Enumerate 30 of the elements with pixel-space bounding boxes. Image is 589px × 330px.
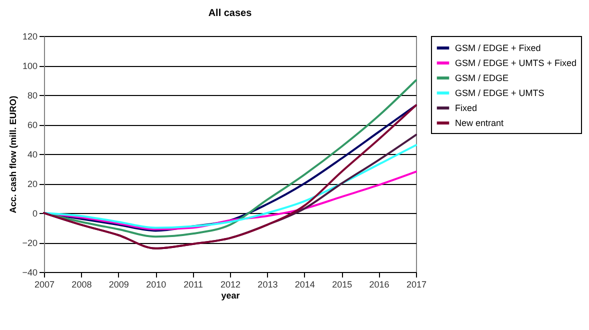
x-tick-label: 2013: [258, 280, 278, 290]
x-tick-label: 2011: [184, 280, 203, 290]
y-tick-label: 120: [22, 32, 38, 42]
y-axis-title: Acc. cash flow (mill. EURO): [8, 96, 18, 214]
x-tick-label: 2007: [34, 280, 55, 290]
x-tick-label: 2017: [406, 280, 427, 290]
legend-label: GSM / EDGE + UMTS + Fixed: [455, 58, 577, 68]
x-tick-label: 2008: [72, 280, 92, 290]
chart-title: All cases: [208, 8, 252, 19]
y-tick-label: −20: [22, 238, 38, 248]
y-tick-label: −40: [22, 268, 38, 278]
y-tick-label: 80: [27, 90, 38, 100]
legend-label: GSM / EDGE + Fixed: [455, 43, 541, 53]
y-tick-label: 40: [27, 150, 38, 160]
y-tick-label: 20: [27, 179, 38, 189]
x-tick-label: 2012: [220, 280, 241, 290]
legend-label: GSM / EDGE: [455, 73, 509, 83]
x-tick-label: 2009: [108, 280, 129, 290]
x-tick-label: 2014: [294, 280, 315, 290]
legend-label: GSM / EDGE + UMTS: [455, 88, 544, 98]
line-series: [43, 144, 417, 229]
x-tick-label: 2015: [332, 280, 352, 290]
x-tick-label: 2010: [146, 280, 166, 290]
legend-label: Fixed: [455, 103, 478, 113]
x-axis-title: year: [221, 290, 240, 300]
y-tick-label: 100: [22, 61, 38, 71]
legend-label: New entrant: [455, 118, 504, 128]
y-tick-label: 0: [32, 208, 38, 218]
x-tick-label: 2016: [369, 280, 390, 290]
y-tick-label: 60: [27, 120, 38, 130]
